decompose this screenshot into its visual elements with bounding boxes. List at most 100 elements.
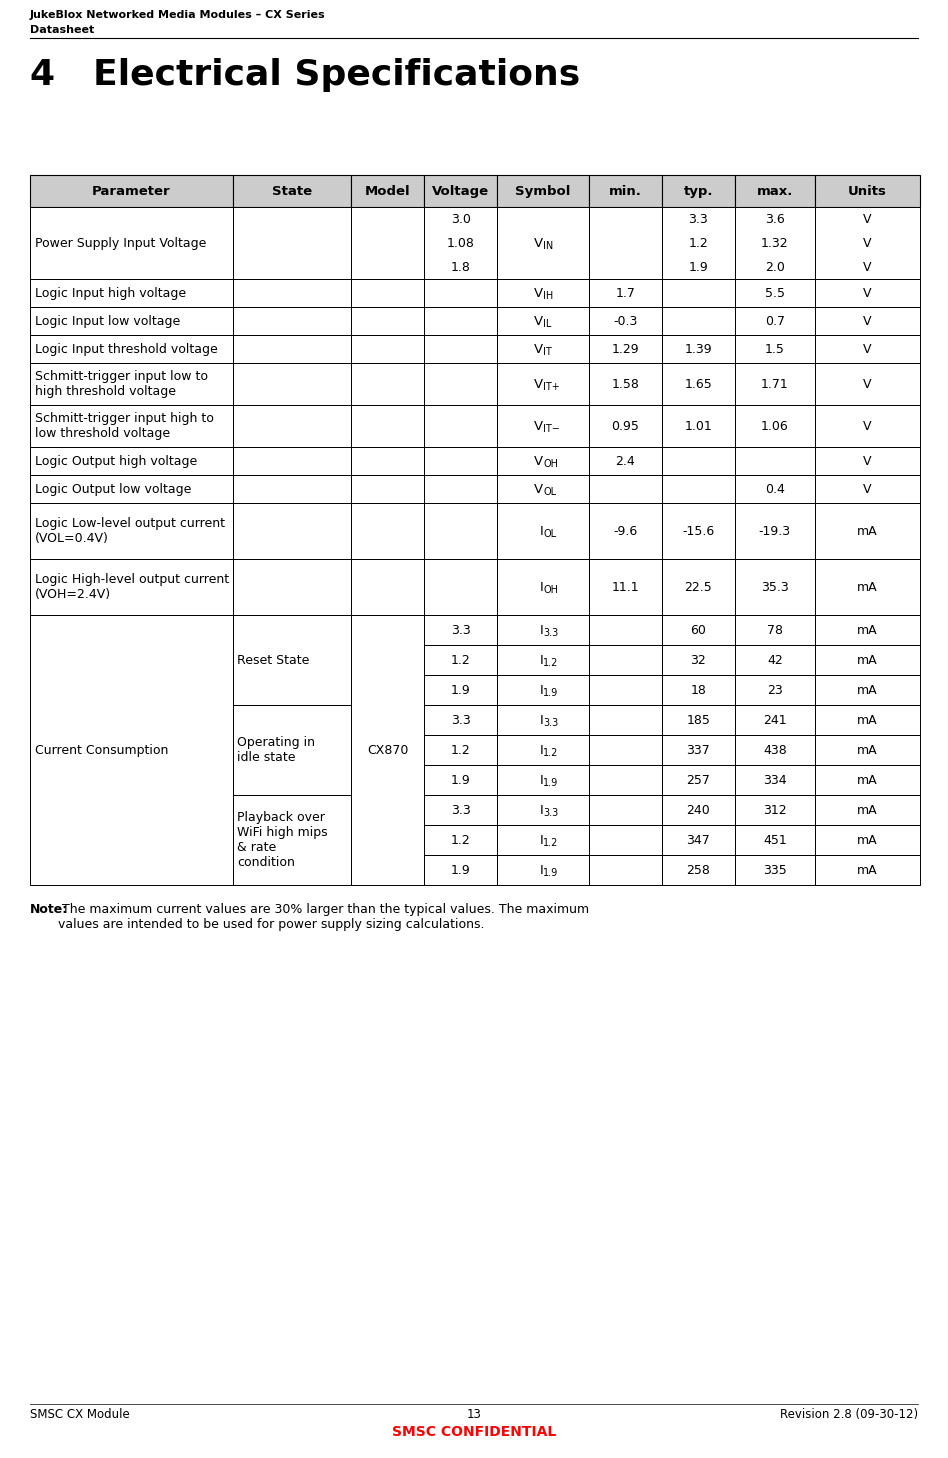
Bar xyxy=(662,644,735,675)
Text: State: State xyxy=(272,185,312,197)
Text: 3.3: 3.3 xyxy=(543,808,558,818)
Bar xyxy=(352,335,425,363)
Text: mA: mA xyxy=(857,834,878,847)
Text: mA: mA xyxy=(857,863,878,876)
Bar xyxy=(589,735,662,765)
Text: 42: 42 xyxy=(767,653,783,666)
Bar xyxy=(498,308,589,335)
Text: 337: 337 xyxy=(686,744,710,757)
Bar xyxy=(30,278,233,308)
Text: 3.3: 3.3 xyxy=(451,713,470,726)
Text: 3.0: 3.0 xyxy=(451,213,471,226)
Bar xyxy=(425,644,498,675)
Text: V: V xyxy=(864,378,872,391)
Bar xyxy=(233,405,352,448)
Bar xyxy=(815,405,920,448)
Text: V: V xyxy=(864,343,872,356)
Bar xyxy=(233,308,352,335)
Text: 13: 13 xyxy=(466,1408,482,1422)
Bar xyxy=(815,735,920,765)
Text: 3.3: 3.3 xyxy=(451,803,470,816)
Text: 1.9: 1.9 xyxy=(451,774,470,786)
Text: 438: 438 xyxy=(763,744,787,757)
Text: I: I xyxy=(539,624,543,637)
Bar xyxy=(233,615,352,706)
Bar xyxy=(662,735,735,765)
Bar xyxy=(662,503,735,558)
Text: I: I xyxy=(539,525,543,538)
Bar xyxy=(425,308,498,335)
Text: Datasheet: Datasheet xyxy=(30,25,94,35)
Text: 4   Electrical Specifications: 4 Electrical Specifications xyxy=(30,58,580,92)
Bar xyxy=(425,278,498,308)
Bar xyxy=(498,854,589,885)
Bar xyxy=(498,207,589,278)
Bar xyxy=(425,207,498,278)
Bar xyxy=(352,278,425,308)
Bar xyxy=(735,825,815,854)
Bar xyxy=(498,335,589,363)
Text: Logic Low-level output current
(VOL=0.4V): Logic Low-level output current (VOL=0.4V… xyxy=(35,518,225,545)
Text: V: V xyxy=(534,378,543,391)
Text: 3.3: 3.3 xyxy=(543,627,558,637)
Bar xyxy=(425,448,498,475)
Text: 258: 258 xyxy=(686,863,710,876)
Bar xyxy=(735,405,815,448)
Text: 1.9: 1.9 xyxy=(543,868,558,878)
Bar xyxy=(589,175,662,207)
Text: 0.95: 0.95 xyxy=(611,420,639,433)
Text: mA: mA xyxy=(857,803,878,816)
Text: 1.01: 1.01 xyxy=(684,420,712,433)
Text: typ.: typ. xyxy=(684,185,713,197)
Bar xyxy=(662,558,735,615)
Text: V: V xyxy=(864,315,872,328)
Text: 3.3: 3.3 xyxy=(688,213,708,226)
Bar xyxy=(352,405,425,448)
Bar xyxy=(815,558,920,615)
Bar xyxy=(498,825,589,854)
Bar xyxy=(498,175,589,207)
Text: mA: mA xyxy=(857,774,878,786)
Text: Logic Input high voltage: Logic Input high voltage xyxy=(35,287,186,299)
Text: mA: mA xyxy=(857,580,878,593)
Text: The maximum current values are 30% larger than the typical values. The maximum
v: The maximum current values are 30% large… xyxy=(58,903,589,932)
Text: 1.2: 1.2 xyxy=(543,837,558,847)
Bar xyxy=(662,475,735,503)
Bar xyxy=(498,405,589,448)
Bar xyxy=(30,615,233,885)
Bar xyxy=(425,735,498,765)
Text: SMSC CONFIDENTIAL: SMSC CONFIDENTIAL xyxy=(392,1424,556,1439)
Bar xyxy=(425,363,498,405)
Bar xyxy=(589,448,662,475)
Text: Parameter: Parameter xyxy=(92,185,171,197)
Text: 241: 241 xyxy=(763,713,787,726)
Text: 1.58: 1.58 xyxy=(611,378,639,391)
Bar xyxy=(735,335,815,363)
Text: 1.06: 1.06 xyxy=(761,420,789,433)
Text: Current Consumption: Current Consumption xyxy=(35,744,169,757)
Bar xyxy=(498,735,589,765)
Text: 5.5: 5.5 xyxy=(765,287,785,299)
Bar xyxy=(498,765,589,795)
Text: 1.2: 1.2 xyxy=(451,834,470,847)
Bar xyxy=(735,706,815,735)
Bar xyxy=(425,175,498,207)
Bar xyxy=(30,207,233,278)
Text: 78: 78 xyxy=(767,624,783,637)
Text: mA: mA xyxy=(857,624,878,637)
Text: IT: IT xyxy=(543,347,552,357)
Bar xyxy=(662,278,735,308)
Bar xyxy=(815,207,920,278)
Text: V: V xyxy=(864,455,872,468)
Bar xyxy=(662,854,735,885)
Bar xyxy=(815,308,920,335)
Bar xyxy=(589,335,662,363)
Bar xyxy=(425,475,498,503)
Bar xyxy=(589,475,662,503)
Bar xyxy=(352,503,425,558)
Text: 1.2: 1.2 xyxy=(451,653,470,666)
Text: 1.71: 1.71 xyxy=(761,378,789,391)
Bar xyxy=(352,558,425,615)
Text: max.: max. xyxy=(757,185,793,197)
Bar xyxy=(30,175,233,207)
